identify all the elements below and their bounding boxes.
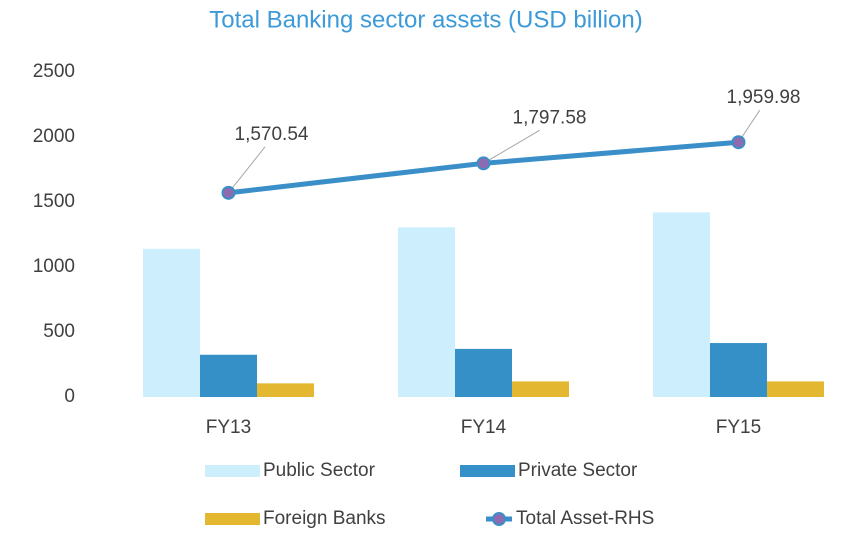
legend-swatch [460, 465, 515, 477]
y-tick-label: 2500 [33, 61, 75, 82]
x-tick-label: FY15 [716, 417, 761, 438]
data-label: 1,570.54 [235, 124, 309, 145]
leader-line [483, 129, 540, 164]
data-label: 1,959.98 [727, 87, 801, 108]
bar [257, 383, 314, 397]
legend-swatch [205, 465, 260, 477]
y-tick-label: 2000 [33, 126, 75, 147]
bar [143, 248, 200, 397]
line-marker [221, 185, 236, 200]
bar [710, 343, 767, 397]
data-label: 1,797.58 [513, 107, 587, 128]
bar [512, 381, 569, 397]
legend-label: Private Sector [518, 460, 638, 481]
y-tick-label: 1500 [33, 191, 75, 212]
bar [200, 354, 257, 397]
legend-label: Total Asset-RHS [516, 508, 654, 529]
legend-swatch [205, 513, 260, 525]
leader-line [228, 146, 266, 194]
y-tick-label: 0 [64, 386, 75, 407]
bar [455, 348, 512, 397]
line-marker [476, 156, 491, 171]
line-marker [731, 135, 746, 150]
legend-swatch [492, 512, 506, 526]
chart-title: Total Banking sector assets (USD billion… [209, 6, 643, 33]
x-tick-label: FY14 [461, 417, 507, 438]
bar [398, 227, 455, 397]
legend-label: Public Sector [263, 460, 376, 481]
bar [653, 212, 710, 397]
x-tick-label: FY13 [206, 417, 251, 438]
y-tick-label: 1000 [33, 256, 75, 277]
y-tick-label: 500 [43, 321, 75, 342]
bar [767, 381, 824, 397]
legend-label: Foreign Banks [263, 508, 386, 529]
